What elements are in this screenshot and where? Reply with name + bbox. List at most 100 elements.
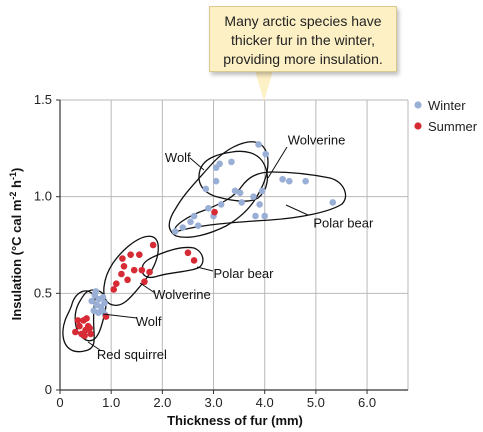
data-point-winter <box>171 228 179 235</box>
annotation-label: Wolf <box>136 314 162 329</box>
data-point-winter <box>252 212 259 220</box>
leader-red-squirrel <box>87 341 101 351</box>
data-point-winter <box>238 199 245 206</box>
data-point-summer <box>124 276 131 284</box>
data-point-winter <box>329 199 337 206</box>
data-point-winter <box>92 288 100 295</box>
outline-red-squirrel <box>62 290 96 353</box>
annotation-label: Wolf <box>165 150 191 165</box>
data-point-summer <box>110 286 118 293</box>
group-outlines <box>62 141 347 353</box>
annotation-label: Polar bear <box>313 216 374 231</box>
data-point-summer <box>112 280 120 287</box>
x-tick-label: 3.0 <box>204 395 222 410</box>
annotation-label: Wolverine <box>153 287 211 302</box>
data-point-summer <box>83 315 90 322</box>
leader-polar-bear-summer <box>196 266 214 272</box>
data-point-summer <box>86 324 93 332</box>
data-point-winter <box>285 177 293 185</box>
y-tick-label: 1.5 <box>34 92 52 107</box>
callout-pointer <box>255 71 273 101</box>
data-point-winter <box>256 201 263 208</box>
data-point-summer <box>76 322 83 330</box>
data-point-summer <box>74 317 82 324</box>
data-point-winter <box>255 141 262 148</box>
annotation-label: Red squirrel <box>97 347 167 362</box>
data-point-winter <box>250 193 257 200</box>
x-tick-label: 5.0 <box>307 395 325 410</box>
data-point-summer <box>136 251 143 258</box>
callout-line-2: thicker fur in the winter, <box>231 32 375 48</box>
data-point-winter <box>231 187 239 195</box>
x-tick-label: 2.0 <box>153 395 171 410</box>
leader-wolf-winter <box>189 157 205 171</box>
annotation-label: Wolverine <box>288 132 346 147</box>
outline-wolf-winter-large <box>168 141 269 238</box>
data-point-winter <box>217 201 225 208</box>
data-point-winter <box>302 177 309 185</box>
y-tick-label: 0.5 <box>34 285 52 300</box>
data-point-summer <box>138 266 146 274</box>
data-point-summer <box>141 278 148 286</box>
data-point-winter <box>205 204 212 212</box>
leader-polar-bear-winter <box>285 204 309 216</box>
y-axis-title: Insulation (°C cal m-2 h-1) <box>8 168 24 321</box>
x-axis-title: Thickness of fur (mm) <box>167 413 303 428</box>
data-point-summer <box>211 208 218 216</box>
data-point-winter <box>101 299 108 307</box>
leader-wolverine-winter <box>267 146 288 179</box>
outline-wolverine-winter <box>198 150 269 202</box>
data-point-summer <box>184 249 192 257</box>
data-point-winter <box>216 160 223 168</box>
legend-marker-summer <box>414 122 422 130</box>
data-point-winter <box>258 187 266 195</box>
y-tick-label: 0 <box>45 382 52 397</box>
data-point-summer <box>149 241 157 249</box>
data-point-winter <box>202 185 210 193</box>
data-point-winter <box>88 297 96 305</box>
x-tick-label: 0 <box>56 395 63 410</box>
annotation-leaders <box>87 146 309 351</box>
data-point-winter <box>179 224 187 231</box>
data-point-winter <box>194 222 202 229</box>
leader-wolf-summer <box>102 313 138 319</box>
outline-polar-bear-summer <box>141 246 204 279</box>
outline-wolverine-summer <box>103 235 159 307</box>
data-point-summer <box>81 332 88 340</box>
data-point-winter <box>228 158 235 166</box>
data-point-winter <box>279 175 286 183</box>
x-tick-label: 4.0 <box>256 395 274 410</box>
data-point-winter <box>236 189 244 197</box>
data-point-summer <box>190 257 198 264</box>
data-point-winter <box>99 293 107 301</box>
data-point-summer <box>119 255 126 262</box>
legend-label-summer: Summer <box>428 119 478 134</box>
data-point-winter <box>262 150 270 158</box>
legend-label-winter: Winter <box>428 98 466 113</box>
legend: Winter Summer <box>414 98 478 134</box>
legend-marker-winter <box>414 101 422 109</box>
data-point-winter <box>190 212 198 220</box>
data-point-winter <box>187 218 194 226</box>
data-point-winter <box>261 212 269 220</box>
axes: 0 1.0 2.0 3.0 4.0 5.0 6.0 0 0.5 1.0 1.5 <box>34 92 408 410</box>
data-point-summer <box>72 328 79 336</box>
data-points <box>72 141 337 340</box>
data-point-summer <box>120 262 128 270</box>
data-point-summer <box>127 251 134 258</box>
data-point-summer <box>146 268 153 276</box>
x-tick-label: 6.0 <box>358 395 376 410</box>
callout-line-1: Many arctic species have <box>224 13 382 29</box>
y-tick-label: 1.0 <box>34 189 52 204</box>
annotation-label: Polar bear <box>214 266 275 281</box>
data-point-summer <box>87 330 95 338</box>
data-point-winter <box>212 177 220 185</box>
data-point-summer <box>130 266 138 274</box>
leader-wolverine-summer <box>139 282 156 294</box>
callout-box: Many arctic species have thicker fur in … <box>209 6 397 72</box>
x-tick-label: 1.0 <box>102 395 120 410</box>
data-point-summer <box>118 270 125 278</box>
callout-line-3: providing more insulation. <box>223 51 383 67</box>
